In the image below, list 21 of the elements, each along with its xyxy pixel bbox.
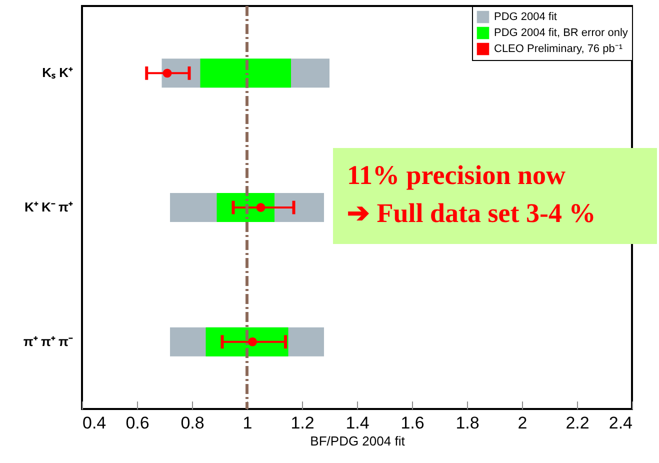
legend-label: PDG 2004 fit, BR error only: [494, 27, 628, 39]
y-tick-label: π⁺ π⁺ π⁻: [23, 334, 74, 349]
legend-label: PDG 2004 fit: [494, 11, 557, 23]
x-tick-label: 0.8: [180, 414, 204, 432]
y-tick-label: Kₛ K⁺: [42, 65, 74, 80]
annotation: 11% precision now: [346, 159, 567, 192]
annotation: ➔ Full data set 3-4 %: [346, 197, 597, 230]
legend-label: CLEO Preliminary, 76 pb⁻¹: [494, 43, 623, 55]
x-tick-label: 1.2: [290, 414, 314, 432]
x-tick-label: 1: [242, 414, 252, 432]
x-tick-label: 1.6: [400, 414, 424, 432]
x-tick-label: 2: [518, 414, 528, 432]
bar: [200, 58, 291, 88]
x-tick-label: 0.4: [82, 414, 106, 432]
x-axis-title: BF/PDG 2004 fit: [310, 434, 406, 448]
x-tick-label: 1.8: [456, 414, 480, 432]
x-tick-label: 1.4: [346, 414, 370, 432]
x-tick-label: 2.4: [608, 414, 632, 432]
y-tick-label: K⁺ K⁻ π⁺: [24, 200, 74, 214]
x-tick-label: 0.6: [126, 414, 150, 432]
x-tick-label: 2.2: [566, 414, 590, 432]
